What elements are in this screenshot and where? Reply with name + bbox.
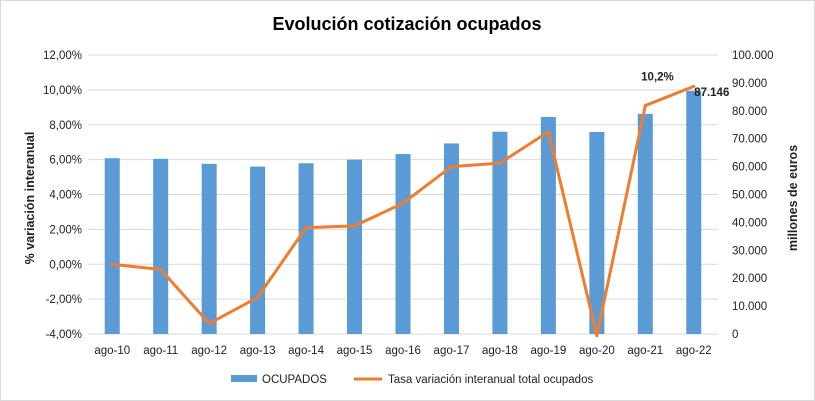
left-tick-label: 10,00% <box>43 85 82 97</box>
right-tick-label: 0 <box>732 329 738 341</box>
left-tick-label: -4,00% <box>46 329 82 341</box>
right-tick-label: 30.000 <box>732 245 767 257</box>
right-tick-label: 60.000 <box>732 162 767 174</box>
line-point <box>207 322 211 326</box>
line-last-value-label: 10,2% <box>641 71 674 83</box>
legend-label-tasa: Tasa variación interanual total ocupados <box>388 374 593 386</box>
left-tick-label: 2,00% <box>49 224 82 236</box>
x-tick-label: ago-22 <box>676 345 712 357</box>
bar <box>492 131 508 334</box>
bar-series-ocupados <box>104 90 702 334</box>
left-tick-label: 6,00% <box>49 155 82 167</box>
bar <box>298 163 314 334</box>
bar <box>250 166 266 334</box>
line-point <box>304 226 308 230</box>
line-point <box>159 267 163 271</box>
left-tick-label: 4,00% <box>49 190 82 202</box>
bar <box>104 158 120 334</box>
x-tick-label: ago-20 <box>579 345 615 357</box>
right-tick-label: 20.000 <box>732 273 767 285</box>
left-tick-label: 0,00% <box>49 259 82 271</box>
line-point <box>595 334 599 338</box>
left-tick-label: 8,00% <box>49 120 82 132</box>
bar-last-value-label: 87.146 <box>694 87 729 99</box>
line-point <box>498 161 502 165</box>
annotations: 10,2% 87.146 <box>641 71 729 98</box>
bar <box>201 163 217 334</box>
bar <box>395 154 411 334</box>
right-axis-title: millones de euros <box>786 145 800 251</box>
bar <box>637 113 653 334</box>
right-tick-label: 80.000 <box>732 106 767 118</box>
right-tick-label: 40.000 <box>732 217 767 229</box>
legend: OCUPADOS Tasa variación interanual total… <box>231 374 593 386</box>
x-tick-label: ago-11 <box>143 345 178 357</box>
left-axis-ticks: -4,00% -2,00% 0,00% 2,00% 4,00% 6,00% 8,00% 10,… <box>43 50 82 341</box>
legend-swatch-ocupados <box>231 375 257 382</box>
bar <box>686 90 702 334</box>
bar <box>443 143 459 334</box>
left-tick-label: -2,00% <box>46 294 82 306</box>
left-axis-title: % variación interanual <box>23 132 37 265</box>
bar <box>153 158 169 334</box>
line-series-tasa-variacion <box>110 84 696 338</box>
x-tick-label: ago-21 <box>627 345 663 357</box>
line-point <box>401 201 405 205</box>
line-point <box>692 84 696 88</box>
x-tick-label: ago-10 <box>94 345 130 357</box>
right-tick-label: 90.000 <box>732 78 767 90</box>
x-tick-label: ago-15 <box>337 345 373 357</box>
right-tick-label: 100.000 <box>732 50 774 62</box>
bar <box>589 132 605 334</box>
left-tick-label: 12,00% <box>43 50 82 62</box>
line-point <box>546 130 550 134</box>
x-tick-label: ago-16 <box>385 345 421 357</box>
line-point <box>110 262 114 266</box>
x-axis-ticks: ago-10 ago-11 ago-12 ago-13 ago-14 ago-15 ago-… <box>94 345 711 357</box>
line-point <box>449 165 453 169</box>
right-axis-ticks: 0 10.000 20.000 30.000 40.000 50.000 60.000 70.… <box>732 50 774 341</box>
x-tick-label: ago-17 <box>434 345 470 357</box>
x-tick-label: ago-12 <box>191 345 227 357</box>
right-tick-label: 50.000 <box>732 190 767 202</box>
line-point <box>256 295 260 299</box>
bar <box>540 116 556 334</box>
x-tick-label: ago-14 <box>288 345 324 357</box>
line-point <box>643 104 647 108</box>
x-tick-label: ago-13 <box>240 345 276 357</box>
bar <box>347 159 363 334</box>
chart-title: Evolución cotización ocupados <box>272 14 541 34</box>
right-tick-label: 10.000 <box>732 301 767 313</box>
x-tick-label: ago-18 <box>482 345 518 357</box>
right-tick-label: 70.000 <box>732 134 767 146</box>
legend-label-ocupados: OCUPADOS <box>262 374 327 386</box>
x-tick-label: ago-19 <box>530 345 566 357</box>
line-point <box>353 224 357 228</box>
